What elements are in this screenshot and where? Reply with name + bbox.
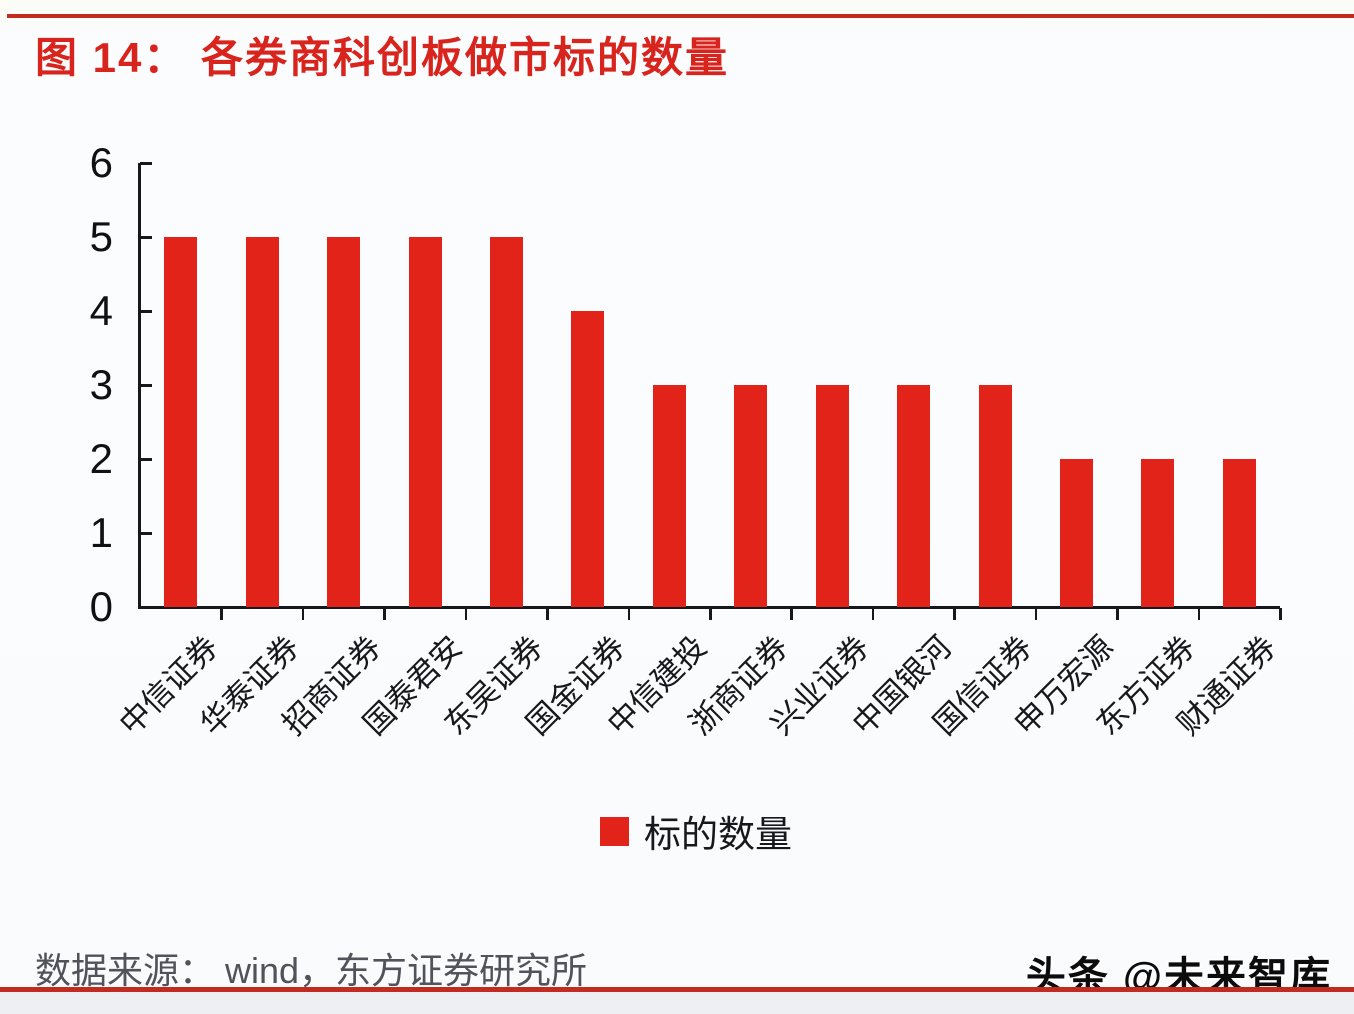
x-axis-tick-mark — [464, 608, 468, 620]
figure-title: 图 14： 各券商科创板做市标的数量 — [35, 34, 730, 81]
x-axis-tick-mark — [709, 608, 712, 620]
bar-华泰证券 — [245, 237, 279, 607]
x-axis-tick-mark — [953, 608, 956, 620]
y-axis-tick-label: 6 — [89, 139, 113, 186]
bar-中信建投 — [652, 385, 686, 607]
y-axis-tick-label: 0 — [89, 583, 113, 630]
x-axis-tick-mark — [546, 608, 549, 620]
y-axis-tick-mark — [140, 162, 152, 165]
x-axis-tick-mark — [1034, 608, 1038, 620]
y-axis-tick-mark — [140, 310, 152, 313]
bottom-margin-strip — [0, 992, 1354, 1014]
bar-国金证券 — [571, 311, 605, 607]
x-axis-tick-mark — [301, 608, 305, 620]
y-axis-tick-mark — [140, 458, 152, 461]
y-axis-tick-mark — [140, 532, 152, 535]
bar-中国银河 — [897, 385, 931, 607]
bar-东吴证券 — [489, 237, 523, 607]
bar-财通证券 — [1222, 459, 1256, 607]
bar-招商证券 — [327, 237, 361, 607]
bar-国泰君安 — [408, 237, 442, 607]
x-axis-tick-mark — [871, 608, 875, 620]
y-axis-tick-mark — [140, 384, 152, 387]
y-axis-tick-label: 3 — [89, 361, 113, 408]
x-axis-tick-mark — [220, 608, 223, 620]
legend-label: 标的数量 — [644, 814, 792, 855]
x-axis-line — [138, 606, 1281, 609]
x-axis-tick-mark — [383, 608, 386, 620]
bar-国信证券 — [978, 385, 1012, 607]
x-axis-tick-mark — [1279, 608, 1282, 620]
y-axis-tick-label: 2 — [89, 435, 113, 482]
y-axis-tick-label: 1 — [89, 509, 113, 556]
top-divider-line — [7, 14, 1354, 18]
x-axis-tick-mark — [790, 608, 793, 620]
x-axis-tick-mark — [1197, 608, 1201, 620]
y-axis-tick-mark — [140, 236, 152, 239]
bar-东方证券 — [1141, 459, 1175, 607]
chart-legend: 标的数量 — [600, 804, 792, 858]
bar-兴业证券 — [815, 385, 849, 607]
bar-中信证券 — [164, 237, 198, 607]
y-axis-tick-label: 5 — [89, 213, 113, 260]
bar-申万宏源 — [1059, 459, 1093, 607]
legend-swatch-icon — [600, 816, 629, 846]
y-axis-tick-label: 4 — [89, 287, 113, 334]
x-axis-tick-mark — [627, 608, 631, 620]
x-axis-tick-mark — [1116, 608, 1119, 620]
bottom-divider-line — [0, 987, 1354, 992]
y-axis-line — [138, 163, 141, 609]
bar-浙商证券 — [734, 385, 768, 607]
data-source-note: 数据来源： wind，东方证券研究所 — [35, 950, 588, 991]
